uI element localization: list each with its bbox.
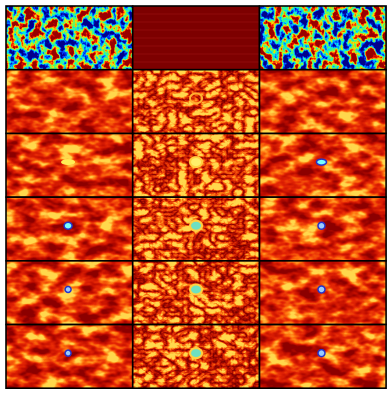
center-spot [190, 284, 202, 294]
ring [65, 286, 71, 292]
heat-panel [133, 70, 260, 134]
jet-panel [259, 6, 386, 70]
ring [64, 222, 72, 229]
ring [318, 350, 325, 357]
ring [65, 350, 71, 356]
bright-spot [61, 159, 75, 165]
center-spot [190, 348, 202, 358]
center-spot [190, 221, 202, 231]
ring [318, 222, 325, 229]
heat-panel [6, 70, 133, 134]
heat-panel [259, 70, 386, 134]
center-spot [190, 157, 202, 167]
ring [318, 286, 325, 293]
jet-panel [6, 6, 133, 70]
heat-panel [6, 133, 133, 197]
ring [316, 159, 326, 165]
